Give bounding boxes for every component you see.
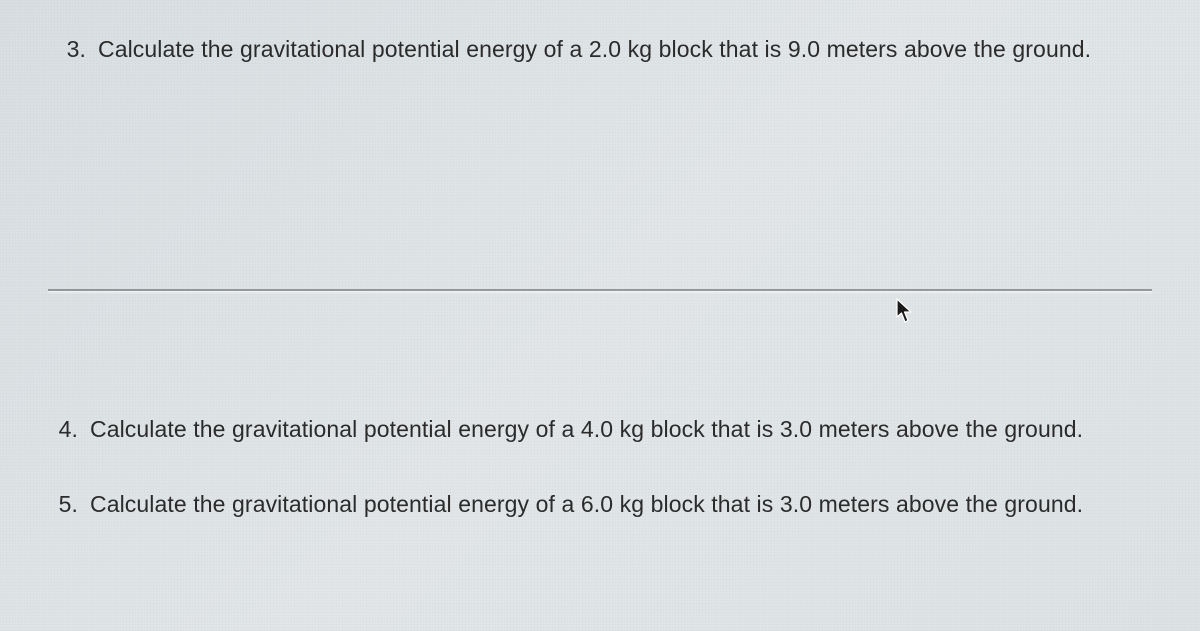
question-3: 3. Calculate the gravitational potential… bbox=[56, 34, 1152, 65]
question-text: Calculate the gravitational potential en… bbox=[90, 489, 1110, 520]
question-4: 4. Calculate the gravitational potential… bbox=[48, 414, 1152, 445]
question-text: Calculate the gravitational potential en… bbox=[90, 414, 1110, 445]
question-number: 3. bbox=[56, 34, 98, 65]
answer-space-4 bbox=[48, 445, 1152, 489]
answer-space-3 bbox=[48, 65, 1152, 289]
spacer bbox=[48, 292, 1152, 414]
question-number: 4. bbox=[48, 414, 90, 445]
question-5: 5. Calculate the gravitational potential… bbox=[48, 489, 1152, 520]
worksheet-page: 3. Calculate the gravitational potential… bbox=[0, 0, 1200, 631]
question-text: Calculate the gravitational potential en… bbox=[98, 34, 1118, 65]
question-number: 5. bbox=[48, 489, 90, 520]
